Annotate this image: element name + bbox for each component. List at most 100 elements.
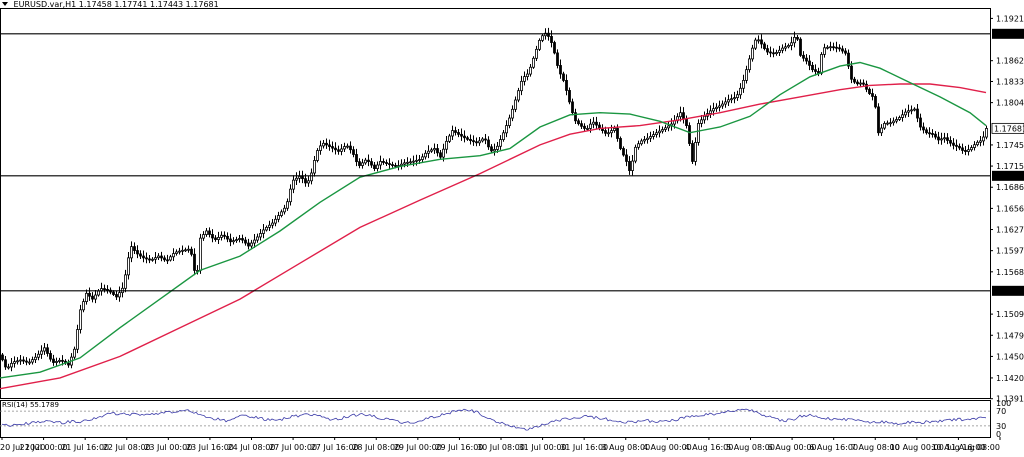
candle-body bbox=[943, 137, 946, 140]
candle-body bbox=[973, 144, 976, 148]
candle-body bbox=[841, 48, 844, 52]
candle-body bbox=[958, 145, 961, 149]
candle-body bbox=[733, 97, 736, 100]
candle-body bbox=[304, 178, 307, 184]
candle-body bbox=[970, 147, 973, 151]
candle-body bbox=[217, 237, 220, 240]
candle-body bbox=[631, 160, 634, 171]
candle-body bbox=[535, 48, 538, 59]
candle-body bbox=[532, 57, 535, 68]
candle-body bbox=[793, 36, 796, 44]
y-tick-label: 1.19215 bbox=[996, 14, 1024, 23]
candle-body bbox=[316, 150, 319, 161]
candle-body bbox=[574, 112, 577, 122]
candle-body bbox=[451, 130, 454, 137]
dropdown-triangle-icon[interactable] bbox=[2, 2, 8, 6]
y-tick-label: 1.15680 bbox=[996, 268, 1024, 277]
candle-body bbox=[502, 132, 505, 140]
candle-body bbox=[256, 236, 259, 241]
candle-body bbox=[760, 39, 763, 45]
candle-body bbox=[763, 43, 766, 50]
candle-body bbox=[703, 115, 706, 121]
candle-body bbox=[859, 82, 862, 85]
candle-body bbox=[820, 54, 823, 74]
candle-body bbox=[856, 81, 859, 85]
candle-body bbox=[946, 137, 949, 141]
candle-body bbox=[640, 140, 643, 145]
candle-body bbox=[514, 99, 517, 110]
candle-body bbox=[265, 226, 268, 231]
candle-body bbox=[25, 360, 28, 363]
candle-body bbox=[772, 52, 775, 55]
symbol-label: EURUSD.var,H1 bbox=[13, 0, 77, 9]
candle-body bbox=[811, 64, 814, 71]
candle-body bbox=[130, 246, 133, 259]
x-tick-label: 31 Jul 00:00 bbox=[519, 443, 567, 452]
level-price-label: 1.15415 bbox=[994, 287, 1024, 296]
y-tick-label: 1.16270 bbox=[996, 226, 1024, 235]
candle-body bbox=[799, 38, 802, 56]
candle-body bbox=[916, 108, 919, 119]
candle-body bbox=[751, 47, 754, 60]
candle-body bbox=[517, 90, 520, 101]
candle-body bbox=[619, 138, 622, 149]
candle-body bbox=[250, 242, 253, 247]
candle-body bbox=[538, 39, 541, 50]
candle-body bbox=[286, 201, 289, 209]
candle-body bbox=[22, 359, 25, 362]
candle-body bbox=[391, 164, 394, 166]
level-price-tag bbox=[992, 285, 1024, 296]
candle-body bbox=[382, 161, 385, 163]
candle-body bbox=[580, 123, 583, 127]
candle-body bbox=[340, 148, 343, 152]
candle-body bbox=[622, 148, 625, 156]
candle-body bbox=[505, 125, 508, 134]
candle-body bbox=[985, 128, 988, 138]
candle-body bbox=[82, 301, 85, 311]
candle-body bbox=[721, 103, 724, 107]
candle-body bbox=[94, 294, 97, 300]
candle-body bbox=[709, 110, 712, 114]
candle-body bbox=[769, 51, 772, 54]
x-tick-label: 4 Aug 00:00 bbox=[643, 443, 692, 452]
candle-body bbox=[235, 239, 238, 242]
candle-body bbox=[412, 160, 415, 163]
candle-body bbox=[649, 136, 652, 139]
candle-body bbox=[406, 161, 409, 164]
candle-body bbox=[19, 359, 22, 362]
x-tick-label: 23 Jul 16:00 bbox=[186, 443, 234, 452]
candle-body bbox=[310, 172, 313, 182]
rsi-scale-label: 0 bbox=[996, 430, 1001, 439]
candle-body bbox=[163, 257, 166, 261]
candle-body bbox=[418, 159, 421, 161]
candle-body bbox=[787, 45, 790, 48]
candle-body bbox=[550, 36, 553, 43]
candle-body bbox=[337, 149, 340, 152]
candle-body bbox=[964, 150, 967, 152]
x-tick-label: 20 Jul 2020 bbox=[0, 443, 45, 452]
candle-body bbox=[232, 240, 235, 243]
candle-body bbox=[280, 211, 283, 216]
candle-body bbox=[559, 65, 562, 75]
candle-body bbox=[496, 145, 499, 150]
candle-body bbox=[214, 237, 217, 240]
candle-body bbox=[913, 108, 916, 111]
candle-body bbox=[16, 360, 19, 363]
candle-body bbox=[448, 135, 451, 142]
candle-body bbox=[979, 140, 982, 143]
candle-body bbox=[466, 137, 469, 140]
candle-body bbox=[361, 162, 364, 166]
candle-body bbox=[370, 161, 373, 166]
candle-body bbox=[616, 128, 619, 139]
candle-body bbox=[211, 234, 214, 239]
candle-body bbox=[52, 358, 55, 363]
candle-body bbox=[118, 292, 121, 298]
candle-body bbox=[784, 46, 787, 49]
candle-body bbox=[424, 152, 427, 158]
candle-body bbox=[652, 134, 655, 137]
symbol-header: EURUSD.var,H1 1.17458 1.17741 1.17443 1.… bbox=[2, 0, 219, 9]
candle-body bbox=[805, 57, 808, 62]
candle-body bbox=[37, 353, 40, 358]
candle-body bbox=[352, 149, 355, 155]
